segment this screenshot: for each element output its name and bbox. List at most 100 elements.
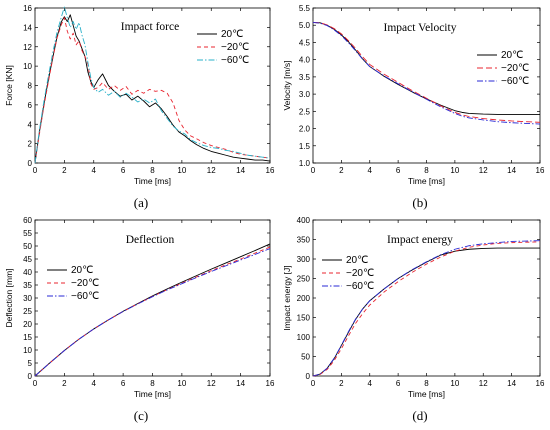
chart-panel-2: 0 2 4 6 8 10 12 14 16 0 5 10 15 20 25 30 35 40 45 50 55 60 Tim… — [4, 216, 275, 423]
y-tick-label: 1.0 — [299, 159, 311, 168]
y-tick-label: 40 — [23, 268, 32, 277]
y-tick-label: 0 — [28, 159, 33, 168]
x-tick-label: 6 — [121, 379, 126, 388]
x-tick-label: 14 — [236, 166, 245, 175]
x-axis-title: Time [ms] — [408, 176, 445, 186]
y-tick-label: 16 — [23, 4, 32, 13]
series-line-2 — [34, 6, 271, 164]
series-line-1 — [312, 22, 541, 123]
y-tick-label: 10 — [23, 346, 32, 355]
x-tick-label: 12 — [479, 379, 488, 388]
x-tick-label: 10 — [450, 379, 459, 388]
x-tick-label: 16 — [536, 379, 545, 388]
panel-caption: (d) — [412, 408, 427, 423]
x-tick-label: 10 — [177, 166, 186, 175]
chart-title: Deflection — [126, 234, 175, 246]
legend-label-2: −60℃ — [501, 76, 529, 87]
y-tick-label: 50 — [23, 242, 32, 251]
legend: 20℃ −20℃ −60℃ — [197, 29, 249, 66]
x-tick-label: 2 — [339, 166, 344, 175]
legend-label-2: −60℃ — [346, 281, 374, 292]
y-tick-label: 5.5 — [299, 4, 311, 13]
y-tick-label: 4.5 — [299, 38, 311, 47]
x-tick-label: 12 — [207, 379, 216, 388]
y-tick-label: 4 — [28, 120, 33, 129]
series-line-0 — [312, 247, 540, 377]
y-tick-label: 1.5 — [299, 142, 311, 151]
y-axis-title: Velocity [m/s] — [282, 60, 292, 110]
series-line-1 — [34, 17, 271, 164]
y-tick-label: 3.5 — [299, 73, 311, 82]
legend: 20℃ −20℃ −60℃ — [322, 255, 374, 292]
y-tick-label: 50 — [301, 353, 310, 362]
y-tick-label: 2.5 — [299, 107, 311, 116]
x-tick-label: 12 — [207, 166, 216, 175]
y-tick-label: 2.0 — [299, 125, 311, 134]
y-tick-label: 12 — [23, 43, 32, 52]
y-tick-label: 150 — [297, 314, 311, 323]
x-tick-label: 4 — [92, 379, 97, 388]
series-line-2 — [312, 22, 541, 125]
x-tick-label: 16 — [536, 166, 545, 175]
y-axis-title: Force [KN] — [4, 65, 14, 106]
legend-label-0: 20℃ — [71, 265, 93, 276]
y-tick-label: 400 — [297, 216, 311, 225]
x-tick-label: 8 — [150, 379, 155, 388]
legend-label-1: −20℃ — [346, 268, 374, 279]
x-tick-label: 6 — [121, 166, 126, 175]
y-tick-label: 45 — [23, 255, 32, 264]
x-tick-label: 8 — [424, 379, 429, 388]
x-tick-label: 4 — [92, 166, 97, 175]
y-tick-label: 0 — [306, 372, 311, 381]
x-tick-label: 4 — [368, 166, 373, 175]
legend-label-0: 20℃ — [346, 255, 368, 266]
y-tick-label: 5.0 — [299, 21, 311, 30]
legend-label-1: −20℃ — [501, 63, 529, 74]
y-tick-label: 25 — [23, 307, 32, 316]
y-tick-label: 300 — [297, 255, 311, 264]
panel-caption: (c) — [134, 408, 148, 423]
y-tick-label: 8 — [28, 82, 33, 91]
y-tick-label: 15 — [23, 333, 32, 342]
y-tick-label: 2 — [28, 140, 33, 149]
y-axis-title: Impact energy [J] — [282, 265, 292, 330]
legend-label-0: 20℃ — [501, 50, 523, 61]
x-tick-label: 14 — [236, 379, 245, 388]
chart-title: Impact Velocity — [384, 22, 457, 34]
series-line-2 — [34, 248, 271, 377]
series-line-0 — [34, 243, 271, 377]
legend-label-2: −60℃ — [71, 291, 99, 302]
chart-title: Impact force — [121, 21, 179, 33]
legend-label-1: −20℃ — [221, 42, 249, 53]
x-tick-label: 14 — [507, 166, 516, 175]
y-tick-label: 0 — [28, 372, 33, 381]
y-tick-label: 20 — [23, 320, 32, 329]
y-axis-title: Deflection [mm] — [4, 268, 14, 327]
y-tick-label: 30 — [23, 294, 32, 303]
x-tick-label: 6 — [396, 379, 401, 388]
legend-label-0: 20℃ — [221, 29, 243, 40]
x-axis-title: Time [ms] — [134, 389, 171, 399]
legend: 20℃ −20℃ −60℃ — [47, 265, 99, 302]
x-tick-label: 2 — [62, 166, 67, 175]
series-line-2 — [312, 240, 541, 377]
x-tick-label: 2 — [339, 379, 344, 388]
x-tick-label: 16 — [266, 166, 275, 175]
legend-label-2: −60℃ — [221, 55, 249, 66]
y-tick-label: 6 — [28, 101, 33, 110]
x-tick-label: 14 — [507, 379, 516, 388]
y-tick-label: 100 — [297, 333, 311, 342]
series-line-1 — [312, 241, 541, 377]
x-tick-label: 8 — [424, 166, 429, 175]
y-tick-label: 10 — [23, 62, 32, 71]
x-axis-title: Time [ms] — [408, 389, 445, 399]
chart-panel-3: 0 2 4 6 8 10 12 14 16 0 50 100 150 200 250 300 350 400 Tim… — [282, 216, 545, 423]
panel-caption: (b) — [412, 195, 427, 210]
legend-label-1: −20℃ — [71, 278, 99, 289]
y-tick-label: 14 — [23, 23, 32, 32]
x-tick-label: 2 — [62, 379, 67, 388]
x-tick-label: 0 — [311, 166, 316, 175]
panel-caption: (a) — [134, 195, 148, 210]
x-tick-label: 4 — [368, 379, 373, 388]
